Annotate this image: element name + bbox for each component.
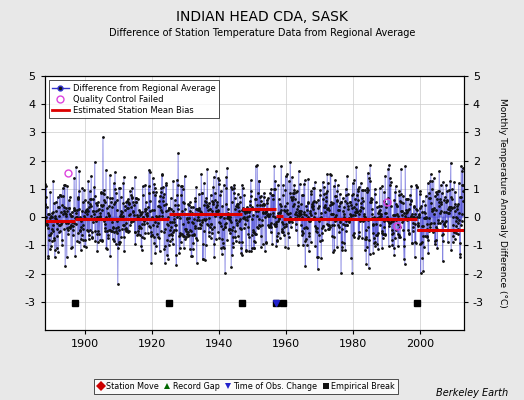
Legend: Difference from Regional Average, Quality Control Failed, Estimated Station Mean: Difference from Regional Average, Qualit… xyxy=(49,80,219,118)
Text: Berkeley Earth: Berkeley Earth xyxy=(436,388,508,398)
Y-axis label: Monthly Temperature Anomaly Difference (°C): Monthly Temperature Anomaly Difference (… xyxy=(498,98,507,308)
Text: INDIAN HEAD CDA, SASK: INDIAN HEAD CDA, SASK xyxy=(176,10,348,24)
Text: Difference of Station Temperature Data from Regional Average: Difference of Station Temperature Data f… xyxy=(109,28,415,38)
Legend: Station Move, Record Gap, Time of Obs. Change, Empirical Break: Station Move, Record Gap, Time of Obs. C… xyxy=(94,378,398,394)
